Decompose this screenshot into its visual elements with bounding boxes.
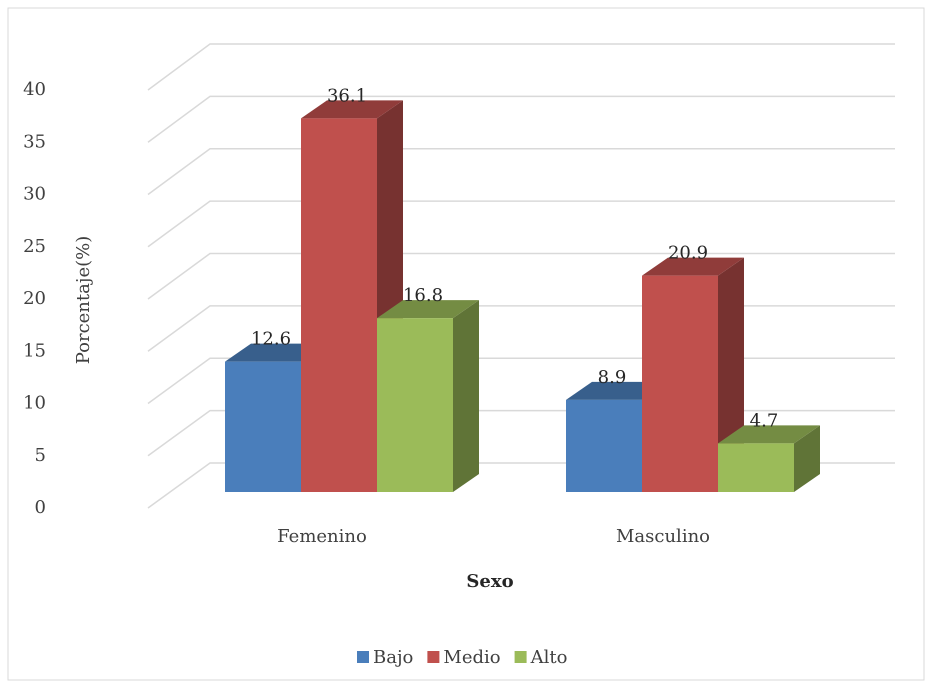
bar-front <box>566 399 642 492</box>
y-tick-label: 30 <box>23 184 46 205</box>
bar-side <box>794 425 820 492</box>
bar-front <box>301 118 377 493</box>
y-tick-label: 35 <box>23 131 46 152</box>
data-label: 8.9 <box>598 367 627 388</box>
legend-swatch <box>514 651 527 663</box>
y-tick-label: 25 <box>23 236 46 257</box>
legend-label: Alto <box>530 647 568 668</box>
bar-front <box>225 361 301 492</box>
y-tick-label: 15 <box>23 340 46 361</box>
bar <box>718 425 820 492</box>
y-tick-label: 0 <box>35 497 46 518</box>
data-label: 36.1 <box>327 85 367 106</box>
data-label: 12.6 <box>251 329 291 350</box>
legend-label: Bajo <box>373 647 413 668</box>
bar-front <box>377 318 453 492</box>
grid-line <box>147 200 895 248</box>
y-tick-label: 10 <box>23 393 46 414</box>
grid-line <box>147 95 895 143</box>
legend-swatch <box>357 651 369 663</box>
bar-top <box>718 425 820 444</box>
bar-top <box>377 300 479 319</box>
legend-label: Medio <box>443 647 500 668</box>
y-tick-label: 40 <box>23 79 46 100</box>
data-label: 20.9 <box>668 243 708 264</box>
bar-top <box>301 100 403 119</box>
bar <box>642 257 744 492</box>
y-tick-label: 20 <box>23 288 46 309</box>
data-label: 4.7 <box>750 410 779 431</box>
x-axis-label: Sexo <box>466 571 513 592</box>
bar-front <box>642 275 718 492</box>
bar-front <box>718 443 794 492</box>
grid-line <box>147 43 895 91</box>
y-axis-label: Porcentaje(%) <box>73 236 94 365</box>
data-label: 16.8 <box>403 285 443 306</box>
bar-top <box>642 257 744 276</box>
x-tick-label: Femenino <box>277 526 367 547</box>
legend-swatch <box>427 651 440 663</box>
y-tick-label: 5 <box>35 445 46 466</box>
grid-line <box>147 252 895 300</box>
grid-line <box>147 148 895 196</box>
bar-side <box>453 300 479 492</box>
bar <box>377 300 479 492</box>
x-tick-label: Masculino <box>616 526 710 547</box>
